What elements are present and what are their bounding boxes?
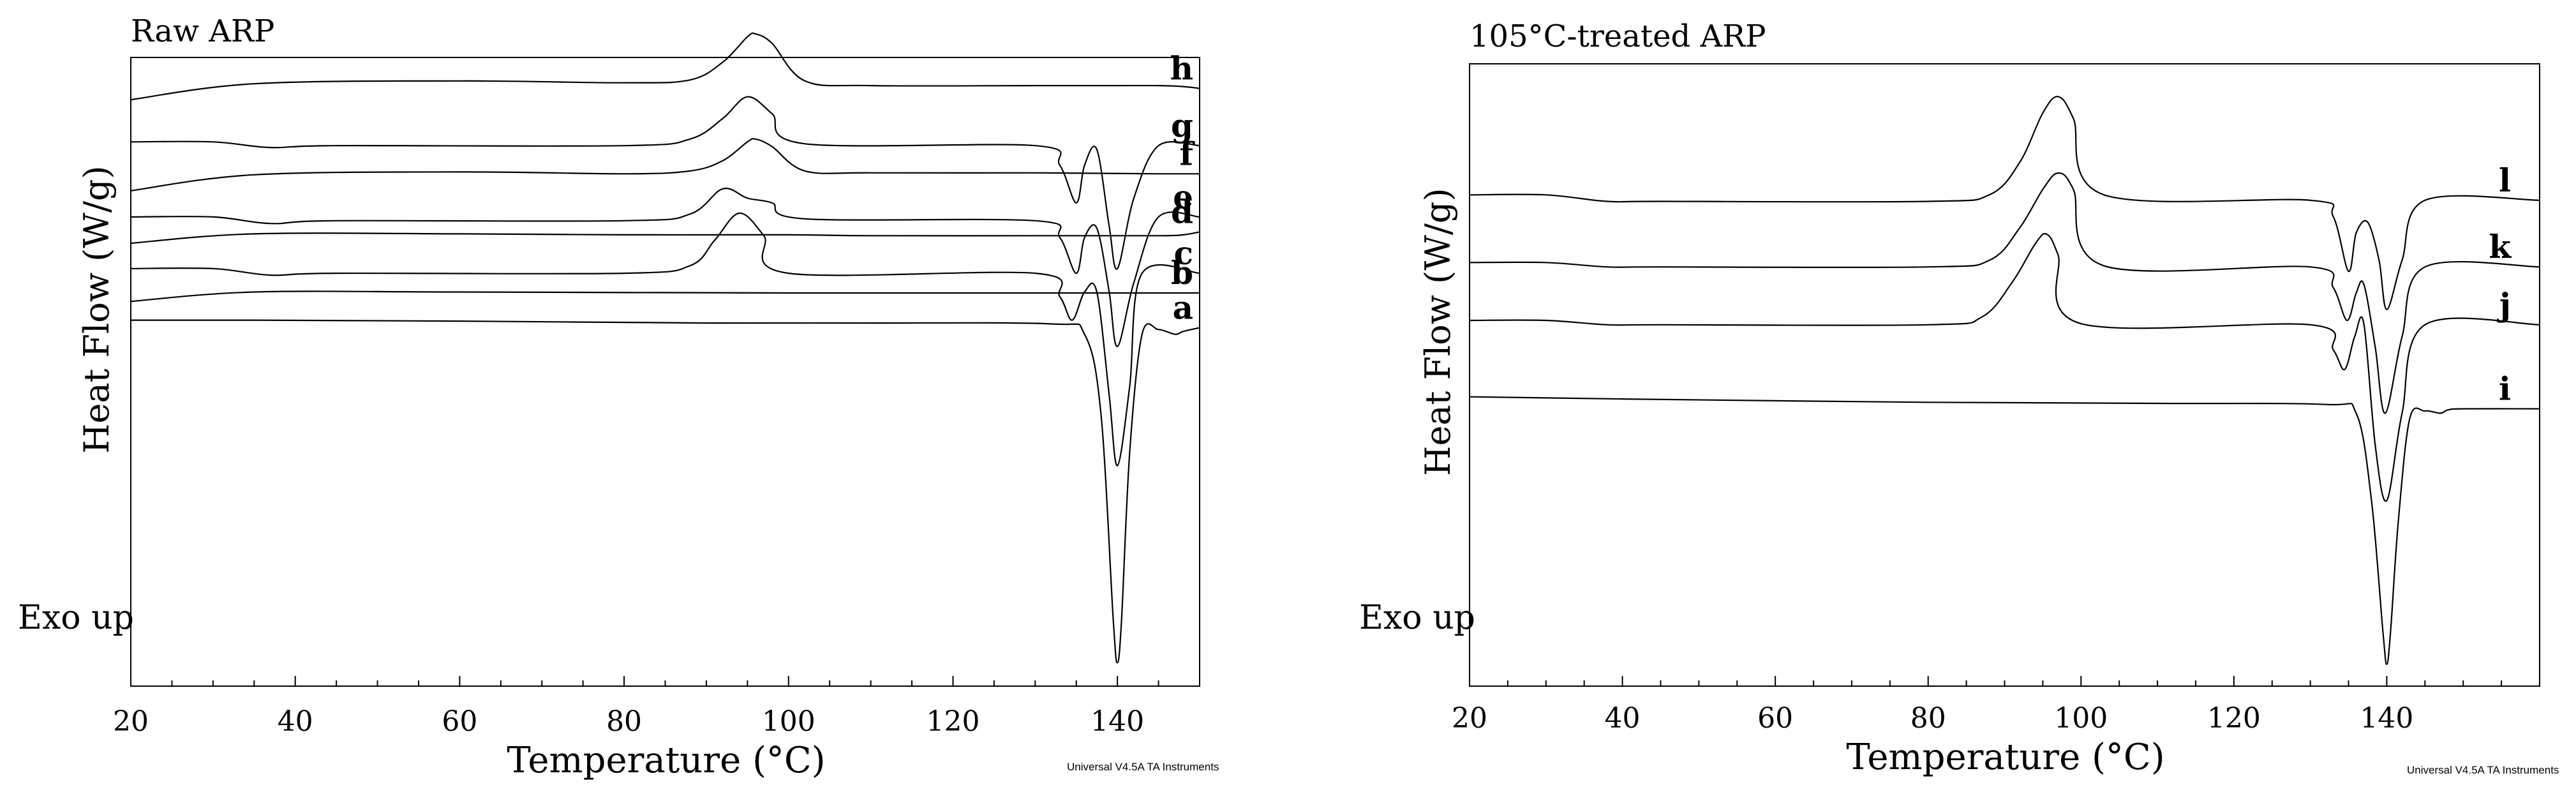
x-tick-label: 40	[278, 705, 313, 738]
series-line-l	[1469, 96, 2540, 310]
x-axis-ticks	[1469, 676, 2540, 686]
series-label-e: e	[1173, 178, 1193, 216]
x-tick-label: 20	[1452, 702, 1487, 735]
exo-up-annotation: Exo up	[1359, 599, 1475, 637]
series-line-f	[130, 138, 1200, 191]
series-line-i	[1469, 396, 2540, 665]
chart-title: Raw ARP	[131, 13, 274, 49]
series-label-i: i	[2499, 370, 2511, 408]
series-line-c	[130, 212, 1200, 467]
chart-title: 105°C-treated ARP	[1470, 19, 1766, 54]
x-axis-tick-labels: 20 40 60 80 100 120 140	[113, 705, 1144, 738]
x-axis-label: Temperature (°C)	[1846, 737, 2164, 778]
chart-105c-treated-arp: 105°C-treated ARP 20 40 60 80 100 120 140 lkj i…	[1359, 19, 2559, 778]
x-tick-label: 80	[1910, 702, 1946, 735]
x-tick-label: 100	[2054, 702, 2108, 735]
series-line-g	[130, 96, 1200, 270]
series-label-g: g	[1171, 107, 1193, 144]
x-axis-label: Temperature (°C)	[507, 740, 825, 781]
plot-frame	[130, 57, 1200, 687]
x-tick-label: 60	[442, 705, 477, 738]
x-tick-label: 40	[1605, 702, 1641, 735]
x-tick-label: 140	[2360, 702, 2413, 735]
x-tick-label: 100	[762, 705, 815, 738]
series-label-k: k	[2489, 228, 2512, 266]
series-label-f: f	[1179, 135, 1195, 172]
series-line-e	[130, 188, 1200, 347]
series-line-k	[1469, 172, 2540, 414]
series-line-j	[1469, 233, 2540, 502]
series-lines	[1469, 96, 2540, 665]
x-axis-tick-labels: 20 40 60 80 100 120 140	[1452, 702, 2413, 735]
x-tick-label: 140	[1091, 705, 1144, 738]
series-label-b: b	[1171, 254, 1193, 292]
series-label-j: j	[2497, 286, 2511, 324]
x-tick-label: 120	[926, 705, 979, 738]
x-axis-ticks	[130, 676, 1200, 686]
series-label-a: a	[1173, 288, 1193, 326]
exo-up-annotation: Exo up	[18, 599, 134, 637]
series-label-d: d	[1171, 193, 1193, 230]
series-labels: lkj i	[2489, 161, 2512, 408]
series-lines	[130, 32, 1200, 664]
series-line-b	[130, 290, 1200, 303]
software-note: Universal V4.5A TA Instruments	[2407, 764, 2559, 776]
x-tick-label: 60	[1757, 702, 1793, 735]
x-tick-label: 20	[113, 705, 149, 738]
series-label-l: l	[2499, 161, 2511, 199]
y-axis-label: Heat Flow (W/g)	[77, 165, 117, 453]
series-line-a	[130, 319, 1200, 664]
x-tick-label: 120	[2207, 702, 2261, 735]
y-axis-label: Heat Flow (W/g)	[1418, 188, 1458, 476]
series-line-h	[130, 32, 1200, 101]
series-label-h: h	[1170, 50, 1193, 87]
software-note: Universal V4.5A TA Instruments	[1067, 761, 1219, 773]
series-label-c: c	[1174, 234, 1193, 272]
x-tick-label: 80	[606, 705, 642, 738]
series-line-d	[130, 231, 1200, 244]
